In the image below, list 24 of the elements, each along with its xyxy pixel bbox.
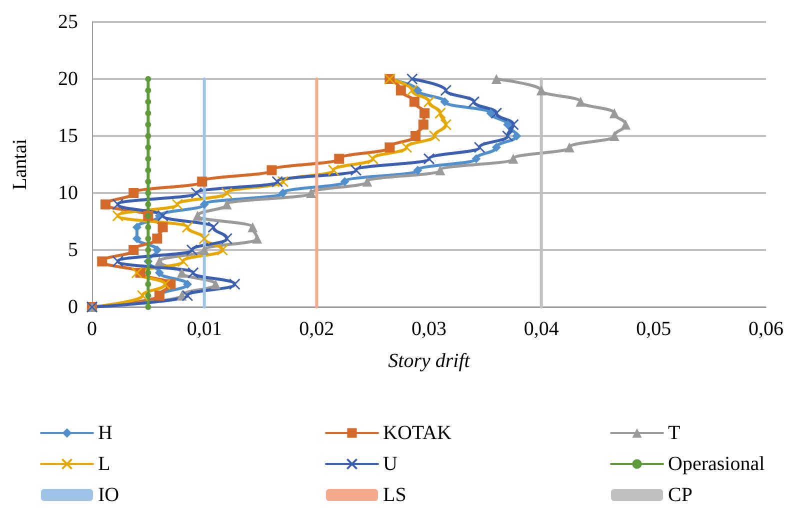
y-tick-label: 0 — [68, 296, 78, 318]
y-tick-label: 20 — [58, 68, 78, 90]
x-tick-label: 0 — [87, 318, 97, 340]
x-tick-label: 0,04 — [524, 318, 559, 340]
y-tick-label: 10 — [58, 182, 78, 204]
y-tick-label: 25 — [58, 11, 78, 33]
legend-label: L — [98, 453, 110, 475]
x-tick-label: 0,06 — [748, 318, 784, 340]
legend-label: IO — [98, 484, 120, 506]
legend-label: H — [98, 422, 112, 444]
x-tick-label: 0,01 — [186, 318, 222, 340]
legend-label: Operasional — [668, 453, 766, 475]
legend-label: KOTAK — [383, 422, 452, 444]
legend-label: CP — [668, 484, 692, 506]
y-axis-title: Lantai — [9, 138, 31, 190]
y-tick-label: 15 — [58, 125, 78, 147]
legend-label: LS — [383, 484, 406, 506]
x-axis-title: Story drift — [388, 350, 470, 372]
y-tick-label: 5 — [68, 239, 78, 261]
x-tick-label: 0,03 — [412, 318, 446, 340]
legend-label: U — [383, 453, 398, 475]
x-tick-label: 0,02 — [299, 318, 334, 340]
legend-label: T — [668, 422, 680, 444]
x-tick-label: 0,05 — [636, 318, 672, 340]
